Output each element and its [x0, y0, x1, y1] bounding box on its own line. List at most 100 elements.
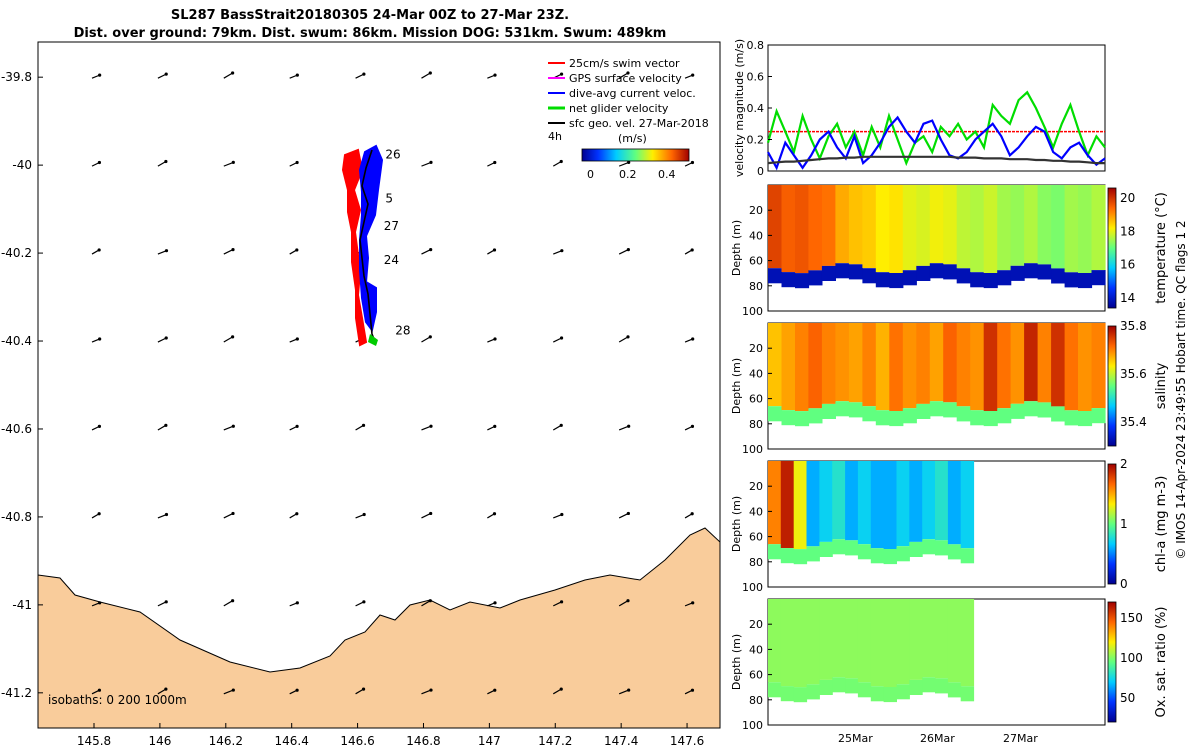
- depth-tick-label: 60: [749, 669, 763, 682]
- geo-arrow-head: [97, 688, 102, 692]
- geo-arrow-head: [493, 73, 497, 77]
- section-colorbar-label: chl-a (mg m-3): [1154, 476, 1169, 573]
- velocity-panel: 0 0.2 0.4 0.6 0.8 velocity magnitude (m/s): [733, 39, 1106, 178]
- vel-tick-label: 0: [757, 165, 764, 178]
- colorbar-tick-label: 14: [1120, 291, 1135, 305]
- section-cell-bottom: [1078, 411, 1093, 427]
- map-legend: 25cm/s swim vector GPS surface velocity …: [548, 57, 709, 181]
- lon-tick-label: 147.2: [538, 734, 572, 748]
- colorbar-tick-label: 16: [1120, 258, 1135, 272]
- section-cell: [902, 323, 917, 409]
- section-cell-bottom: [793, 549, 808, 565]
- section-cell-bottom: [956, 268, 971, 284]
- section-cell-bottom: [916, 265, 931, 281]
- section-cell-bottom: [845, 678, 859, 694]
- geo-arrow-head: [362, 72, 366, 76]
- geo-arrow: [618, 425, 629, 431]
- geo-arrow-head: [626, 335, 630, 339]
- geo-arrow: [618, 512, 629, 519]
- section-cell: [780, 599, 795, 687]
- geo-arrow-head: [560, 512, 564, 517]
- section-cell-bottom: [935, 678, 949, 694]
- section-cell: [929, 323, 944, 402]
- vel-tick-label: 0.4: [747, 102, 765, 115]
- geo-arrow: [421, 512, 431, 519]
- section-cell: [795, 323, 810, 412]
- section-cell: [997, 323, 1012, 409]
- section-cell-bottom: [857, 544, 872, 560]
- section-cell: [960, 599, 975, 687]
- section-cell: [808, 323, 823, 409]
- section-cell-bottom: [845, 540, 859, 556]
- geo-arrow-head: [231, 424, 235, 428]
- depth-tick-label: 100: [742, 443, 763, 456]
- section-cell: [845, 599, 859, 679]
- depth-tick-label: 40: [749, 367, 763, 380]
- geo-arrow-head: [559, 423, 563, 427]
- section-cell: [819, 599, 833, 680]
- geo-arrow: [421, 249, 431, 255]
- geo-arrow-head: [627, 424, 631, 428]
- geo-arrow: [421, 161, 432, 167]
- section-cell: [821, 185, 836, 266]
- cbar-tick-2: 0.4: [658, 168, 676, 181]
- geo-arrow-head: [362, 600, 366, 604]
- isobath-note: isobaths: 0 200 1000m: [48, 693, 187, 707]
- section-cell-bottom: [835, 263, 850, 279]
- geo-arrow-head: [691, 601, 695, 605]
- section-cell-bottom: [1091, 270, 1106, 286]
- geo-arrow-head: [98, 337, 102, 341]
- section-cell: [848, 185, 863, 265]
- geo-arrow-head: [295, 601, 299, 605]
- section-cell-bottom: [768, 544, 782, 560]
- section-cell-bottom: [848, 264, 863, 280]
- depth-tick-label: 20: [749, 342, 763, 355]
- depth-tick-label: 40: [749, 643, 763, 656]
- legend-current: dive-avg current veloc.: [569, 87, 696, 100]
- section-cell: [956, 185, 971, 269]
- section-cell: [922, 599, 936, 678]
- depth-tick-label: 40: [749, 229, 763, 242]
- geo-arrow-head: [626, 511, 630, 516]
- section-cell-bottom: [1010, 403, 1025, 419]
- section-colorbar: [1107, 463, 1117, 585]
- geo-arrow-head: [231, 247, 235, 252]
- section-cell: [832, 599, 846, 678]
- section-cell: [883, 599, 897, 687]
- day-label: 24: [384, 253, 399, 267]
- section-cell: [1091, 185, 1106, 271]
- geo-arrow-head: [295, 248, 299, 252]
- section-cell: [835, 323, 850, 402]
- section-cell-bottom: [795, 411, 810, 427]
- geo-arrow-head: [361, 687, 366, 691]
- lat-tick-label: -40.2: [1, 246, 32, 260]
- geo-arrow: [618, 72, 629, 79]
- section-cell-bottom: [909, 541, 923, 557]
- section-cell: [997, 185, 1012, 271]
- lat-tick-label: -41: [12, 598, 32, 612]
- lat-tick-label: -40: [12, 158, 32, 172]
- cbar-tick-0: 0: [587, 168, 594, 181]
- depth-tick-label: 80: [749, 280, 763, 293]
- section-cell: [781, 185, 796, 273]
- section-cell: [845, 461, 859, 541]
- section-cell: [1091, 323, 1106, 409]
- geo-arrow-head: [429, 511, 433, 516]
- geo-arrow-head: [164, 687, 168, 691]
- section-cell: [768, 599, 782, 683]
- section-cell: [929, 185, 944, 264]
- section-cell: [956, 323, 971, 407]
- section-cell-bottom: [848, 402, 863, 418]
- depth-tick-label: 60: [749, 531, 763, 544]
- section-cell-bottom: [1024, 401, 1039, 417]
- vel-tick-label: 0.6: [747, 71, 765, 84]
- day-label: 27: [384, 219, 399, 233]
- geo-arrow-head: [691, 337, 695, 341]
- section-cell: [768, 323, 783, 407]
- geo-arrow-head: [627, 688, 631, 692]
- geo-arrow-head: [97, 248, 101, 252]
- section-cell: [808, 185, 823, 271]
- section-cell-bottom: [947, 544, 962, 560]
- depth-tick-label: 100: [742, 305, 763, 318]
